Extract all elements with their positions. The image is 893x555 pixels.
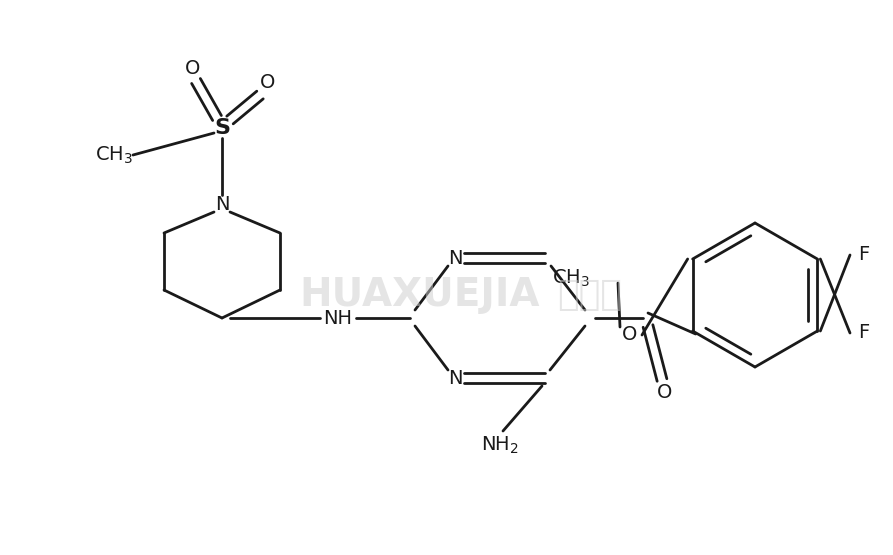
Text: S: S [214,118,230,138]
Text: F: F [858,245,869,265]
Text: N: N [214,195,230,214]
Text: 化学加: 化学加 [557,278,622,312]
Text: HUAXUEJIA: HUAXUEJIA [300,276,540,314]
Text: NH: NH [323,309,353,327]
Text: O: O [622,325,638,345]
Text: CH$_3$: CH$_3$ [95,144,133,165]
Text: NH$_2$: NH$_2$ [481,435,519,456]
Text: O: O [261,73,276,93]
Text: N: N [447,249,463,268]
Text: O: O [186,58,201,78]
Text: O: O [657,384,672,402]
Text: F: F [858,324,869,342]
Text: CH$_3$: CH$_3$ [552,268,590,289]
Text: N: N [447,369,463,387]
